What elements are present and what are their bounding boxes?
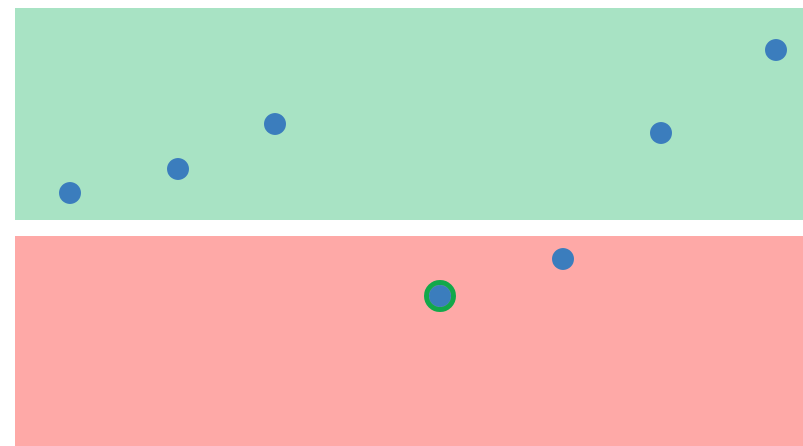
dot-top-3[interactable] bbox=[264, 113, 286, 135]
top-zone[interactable] bbox=[15, 8, 803, 220]
dot-top-2[interactable] bbox=[167, 158, 189, 180]
selected-dot[interactable] bbox=[429, 285, 451, 307]
dot-top-4[interactable] bbox=[650, 122, 672, 144]
dot-top-1[interactable] bbox=[59, 182, 81, 204]
dot-top-5[interactable] bbox=[765, 39, 787, 61]
dot-bottom-6[interactable] bbox=[552, 248, 574, 270]
bottom-zone[interactable] bbox=[15, 236, 803, 446]
selection-ring[interactable] bbox=[424, 280, 456, 312]
